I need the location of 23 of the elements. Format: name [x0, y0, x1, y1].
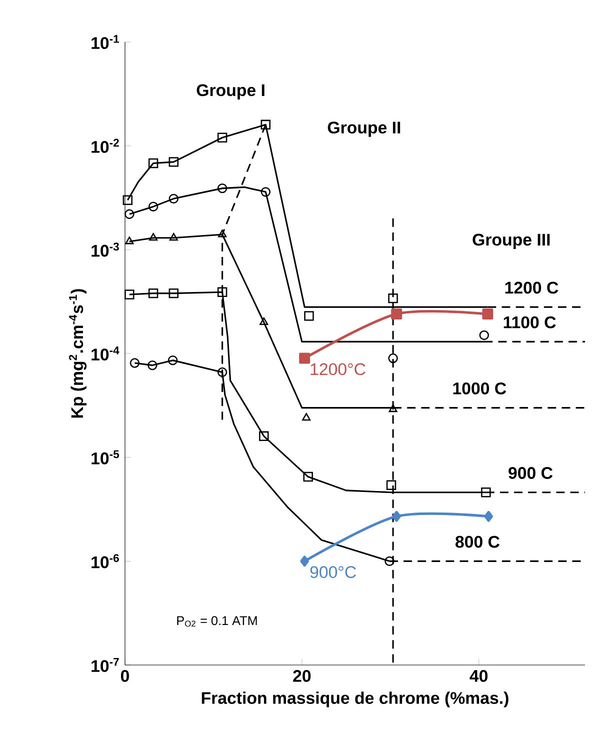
y-tick-label: 10$^{-4}$	[92, 346, 120, 361]
annotation: Groupe II	[328, 122, 400, 137]
series-label: 900 C	[508, 467, 553, 479]
series-label: 1200°C	[310, 363, 366, 376]
series-label: 900°C	[310, 566, 356, 578]
y-tick-label: 10$^{-1}$	[92, 35, 120, 50]
series-label: 1200 C	[505, 282, 558, 294]
series-label: 1100 C	[504, 316, 556, 328]
annotation: P$_{O2}$ = 0.1 ATM	[177, 616, 257, 627]
series-label: 1000 C	[453, 382, 506, 394]
y-tick-label: 10$^{-5}$	[92, 450, 120, 464]
y-tick-label: 10$^{-2}$	[92, 138, 119, 153]
y-tick-label: 10$^{-3}$	[92, 242, 119, 257]
y-tick-label: 10$^{-7}$	[92, 658, 119, 672]
x-tick-label: 0	[120, 670, 129, 682]
x-tick-label: 20	[293, 670, 311, 682]
y-tick-label: 10$^{-6}$	[92, 554, 119, 568]
annotation: Groupe I	[196, 84, 264, 100]
annotation: Groupe III	[472, 234, 550, 250]
series-label: 800 C	[455, 536, 500, 548]
y-axis-title: Kp (mg$^{2}$.cm$^{-4}$s$^{-1}$)	[68, 289, 87, 418]
x-tick-label: 40	[470, 670, 488, 682]
x-axis-title: Fraction massique de chrome (%mas.)	[202, 692, 508, 708]
